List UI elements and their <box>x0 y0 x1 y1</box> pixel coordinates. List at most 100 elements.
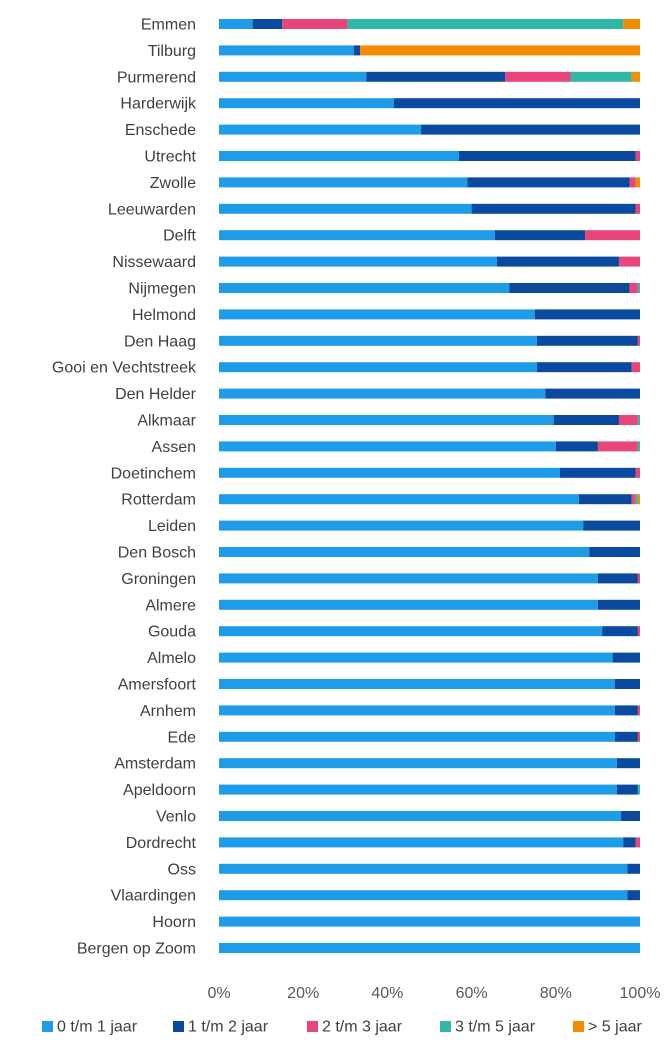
legend-label: > 5 jaar <box>588 1019 642 1036</box>
bar-segment <box>421 124 640 135</box>
bar-segment <box>614 705 638 716</box>
bar-segment <box>635 837 640 848</box>
bar-segment <box>627 863 640 874</box>
bar-segment <box>637 335 640 346</box>
legend-swatch <box>440 1021 451 1032</box>
bar-segment <box>219 283 510 293</box>
legend-swatch <box>573 1021 584 1032</box>
category-label: Groningen <box>121 571 196 588</box>
category-label: Leeuwarden <box>108 201 196 218</box>
bar-segment <box>637 573 640 584</box>
bar-segment <box>631 362 640 373</box>
category-label: Nissewaard <box>112 254 196 271</box>
bar-segment <box>219 98 394 109</box>
legend-label: 3 t/m 5 jaar <box>455 1019 536 1036</box>
category-label: Amersfoort <box>118 677 197 694</box>
bar-segment <box>585 230 640 241</box>
category-label: Ede <box>168 729 197 746</box>
bar-segment <box>614 679 640 689</box>
category-label: Gooi en Vechtstreek <box>52 360 197 377</box>
bar-segment <box>635 494 638 505</box>
category-label: Enschede <box>125 122 196 139</box>
bar-segment <box>496 256 619 267</box>
bar-segment <box>282 19 348 29</box>
bar-segment <box>536 362 632 373</box>
x-tick-label: 80% <box>540 985 572 1002</box>
bar-segment <box>637 415 640 425</box>
bar-segment <box>219 890 628 901</box>
bar-segment <box>631 71 640 82</box>
bar-segment <box>219 19 253 29</box>
bar-segment <box>219 71 367 82</box>
bar-segment <box>360 45 640 56</box>
bar-segment <box>570 71 632 82</box>
bar-segment <box>219 230 495 241</box>
bar-segment <box>219 415 554 425</box>
bar-segment <box>583 520 640 531</box>
bar-segment <box>393 98 640 109</box>
bar-segment <box>219 811 622 821</box>
bar-segment <box>637 784 640 795</box>
category-label: Zwolle <box>150 175 196 192</box>
category-label: Almere <box>145 597 196 614</box>
bar-segment <box>618 256 640 267</box>
category-label: Helmond <box>132 307 196 324</box>
bar-segment <box>637 283 640 293</box>
bar-segment <box>602 626 638 637</box>
bar-segment <box>219 124 422 135</box>
bar-segment <box>219 467 561 478</box>
bar-segment <box>252 19 283 29</box>
category-label: Emmen <box>141 17 196 34</box>
bar-segment <box>614 731 638 742</box>
bar-segment <box>597 441 638 452</box>
bar-segment <box>545 388 640 399</box>
bar-segment <box>629 283 638 293</box>
bar-segment <box>637 705 640 716</box>
bar-segment <box>219 335 537 346</box>
bar-segment <box>637 731 640 742</box>
category-label: Gouda <box>148 624 196 641</box>
category-label: Harderwijk <box>120 96 197 113</box>
bar-segment <box>471 203 636 214</box>
category-label: Arnhem <box>140 703 196 720</box>
bar-segment <box>219 943 640 953</box>
category-label: Amsterdam <box>114 756 196 773</box>
bar-segment <box>629 177 636 188</box>
legend-label: 2 t/m 3 jaar <box>322 1019 403 1036</box>
legend-swatch <box>173 1021 184 1032</box>
category-label: Dordrecht <box>126 835 197 852</box>
bar-segment <box>219 652 613 663</box>
bar-segment <box>219 599 598 610</box>
bar-segment <box>219 494 579 505</box>
bar-segment <box>219 309 535 320</box>
bar-segment <box>631 494 636 505</box>
category-label: Assen <box>152 439 196 456</box>
bar-segment <box>637 626 640 637</box>
bar-segment <box>219 916 640 927</box>
x-tick-label: 0% <box>207 985 230 1002</box>
category-label: Delft <box>163 228 196 245</box>
bar-segment <box>505 71 571 82</box>
bar-segment <box>534 309 640 320</box>
category-label: Leiden <box>148 518 196 535</box>
bar-segment <box>623 19 640 29</box>
bar-segment <box>621 811 640 821</box>
bar-segment <box>618 415 638 425</box>
bar-segment <box>353 45 361 56</box>
bar-segment <box>623 837 636 848</box>
bar-segment <box>578 494 632 505</box>
bar-segment <box>219 256 497 267</box>
category-label: Den Bosch <box>118 545 196 562</box>
category-label: Apeldoorn <box>123 782 196 799</box>
legend-swatch <box>42 1021 53 1032</box>
bar-segment <box>219 547 590 557</box>
bar-segment <box>627 890 640 901</box>
bar-segment <box>219 837 624 848</box>
bar-segment <box>616 784 638 795</box>
bar-segment <box>637 441 640 452</box>
category-label: Oss <box>168 861 196 878</box>
bar-segment <box>219 177 468 188</box>
bar-segment <box>597 599 640 610</box>
bar-segment <box>553 415 619 425</box>
bar-segment <box>219 784 617 795</box>
